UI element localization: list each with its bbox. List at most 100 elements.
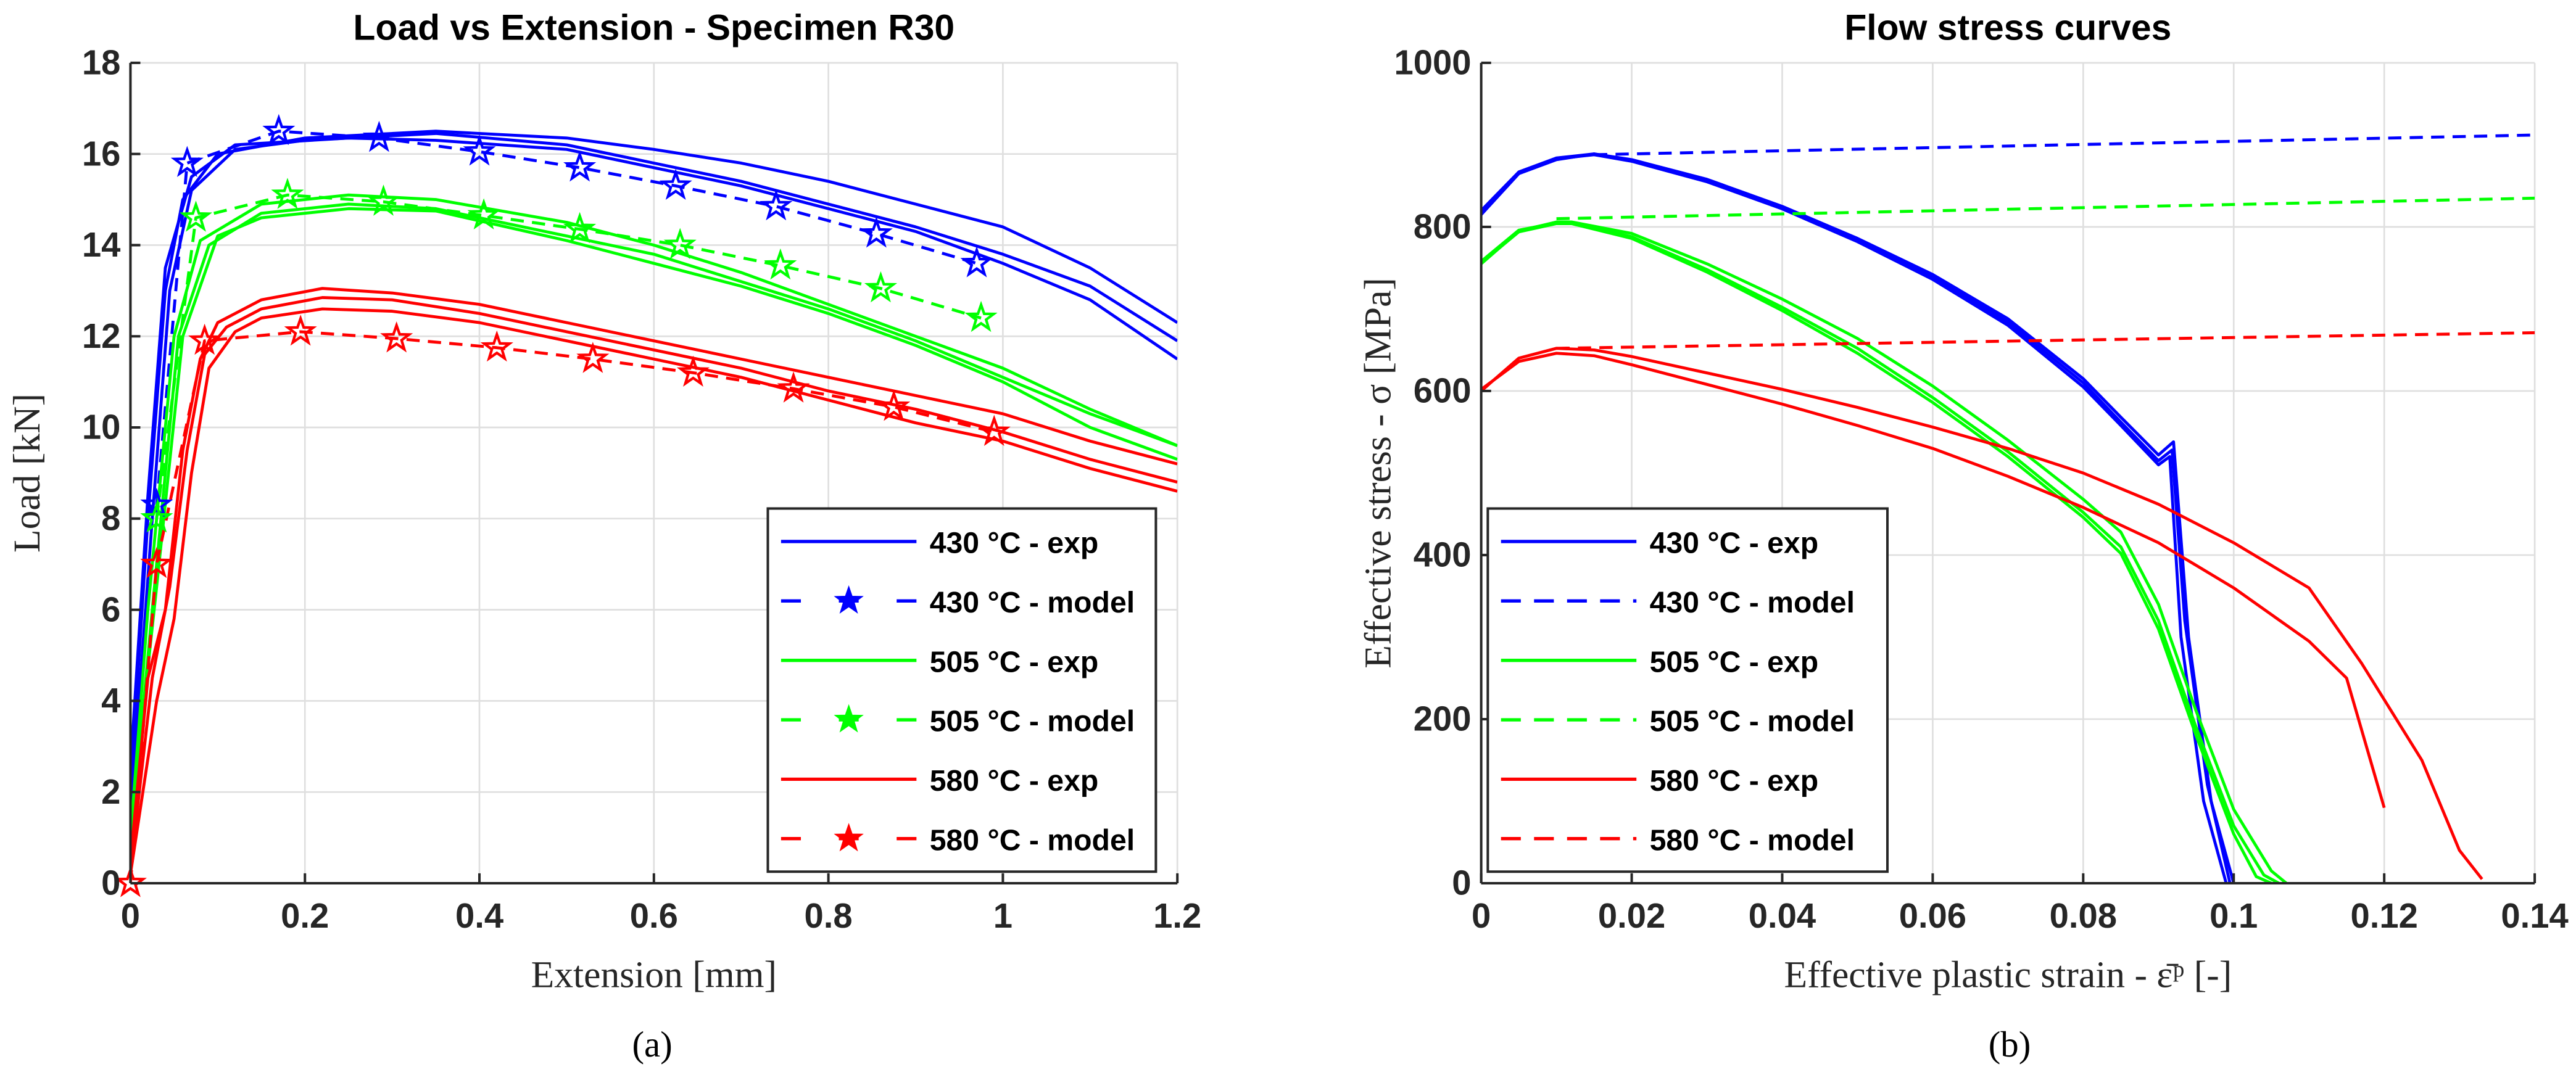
star-marker [140,487,173,519]
legend-label: 580 °C - model [1650,823,1855,857]
y-tick-label: 10 [82,408,121,447]
x-tick-label: 0.4 [455,896,503,935]
series-group [1481,133,2535,883]
x-tick-label: 0.6 [630,896,678,935]
series-line [130,287,1178,861]
legend-star-icon [834,823,864,852]
series-line [130,296,1178,870]
series-line [130,131,1178,815]
y-tick-label: 600 [1414,371,1472,410]
star-marker [563,212,597,244]
star-marker [864,271,898,303]
star-marker [362,120,396,152]
series-line [130,202,1178,847]
legend-star-icon [834,704,864,733]
star-marker [964,300,998,332]
star-marker [663,228,697,260]
x-tick-label: 0.2 [281,896,329,935]
y-tick-label: 18 [82,43,121,82]
x-tick-label: 1.2 [1153,896,1201,935]
star-marker [140,501,173,533]
star-marker [764,248,797,280]
panel-b-flow-stress-curves: 0 0.02 0.04 0.06 0.08 0.1 0.12 0.14 0 200 400 600 80… [1357,7,2568,1065]
legend-label: 580 °C - exp [930,764,1099,797]
y-tick-label: 8 [101,499,120,538]
legend-label: 430 °C - model [1650,586,1855,619]
x-tick-label: 0.08 [2050,896,2117,935]
series-line [155,193,982,519]
star-marker [179,200,213,232]
series-line [130,330,995,883]
x-tick-label: 0 [121,896,140,935]
series-line [130,307,1178,875]
y-tick-label: 2 [101,772,120,811]
x-tick-label: 0.04 [1749,896,1816,935]
star-marker [463,134,496,166]
chart-title: Load vs Extension - Specimen R30 [353,7,955,47]
series-line [1481,152,2232,883]
star-marker [284,314,317,346]
legend-box [1486,507,1889,873]
star-marker [960,246,993,278]
x-tick-label: 0.02 [1598,896,1665,935]
star-marker [977,414,1011,447]
x-axis-label: Effective plastic strain - ε̄ᵖ [-] [1784,954,2232,996]
star-marker [777,371,810,403]
y-axis-label: Load [kN] [6,394,48,553]
star-marker [140,546,173,579]
x-tick-label: 0 [1472,896,1491,935]
x-tick-label: 1 [993,896,1013,935]
series-line [1594,133,2535,157]
series-line [1481,347,2483,880]
panel-caption: (b) [1989,1024,2031,1065]
series-line [1556,196,2535,220]
y-tick-label: 14 [82,225,121,264]
y-tick-label: 12 [82,316,121,355]
star-marker [262,113,296,146]
star-marker [380,321,413,353]
panel-a-load-vs-extension: 0 0.2 0.4 0.6 0.8 1 1.2 0 2 4 6 8 10 12 14 16 18 Load vs … [6,7,1201,1065]
star-marker [877,389,911,421]
chart-title: Flow stress curves [1844,7,2171,47]
y-tick-label: 4 [101,681,120,720]
legend-label: 580 °C - exp [1650,764,1819,797]
legend-label: 430 °C - exp [930,527,1099,560]
series-line [130,193,1178,838]
star-marker [188,323,222,355]
star-marker [467,198,500,230]
x-tick-label: 0.06 [1899,896,1966,935]
star-marker [659,168,692,200]
star-marker [114,866,147,897]
series-line [130,130,1178,793]
x-tick-label: 0.12 [2350,896,2417,935]
y-tick-label: 400 [1414,535,1472,574]
y-tick-label: 800 [1414,207,1472,246]
y-tick-label: 200 [1414,699,1472,738]
star-marker [271,178,304,209]
y-tick-label: 16 [82,134,121,173]
x-tick-label: 0.8 [805,896,853,935]
legend-label: 430 °C - model [930,586,1135,619]
x-tick-label: 0.1 [2209,896,2258,935]
legend-label: 505 °C - model [1650,705,1855,738]
legend-label: 430 °C - exp [1650,527,1819,560]
series-line [1481,222,2272,883]
star-marker [576,342,610,373]
y-tick-label: 0 [101,863,120,902]
legend: 430 °C - exp 430 °C - model 505 °C - exp 50… [766,507,1158,873]
legend-label: 580 °C - model [930,823,1135,857]
star-marker [676,355,710,387]
legend-label: 505 °C - model [930,705,1135,738]
y-axis-label: Effective stress - σ [MPa] [1357,278,1399,669]
series-line [1556,331,2535,350]
star-marker [760,189,793,221]
series-line [155,130,977,505]
star-marker [480,330,513,362]
series-group [130,130,1178,883]
legend-star-icon [834,585,864,614]
star-marker [170,146,204,178]
legend-label: 505 °C - exp [930,645,1099,678]
legend-label: 505 °C - exp [1650,645,1819,678]
star-marker [563,150,597,182]
